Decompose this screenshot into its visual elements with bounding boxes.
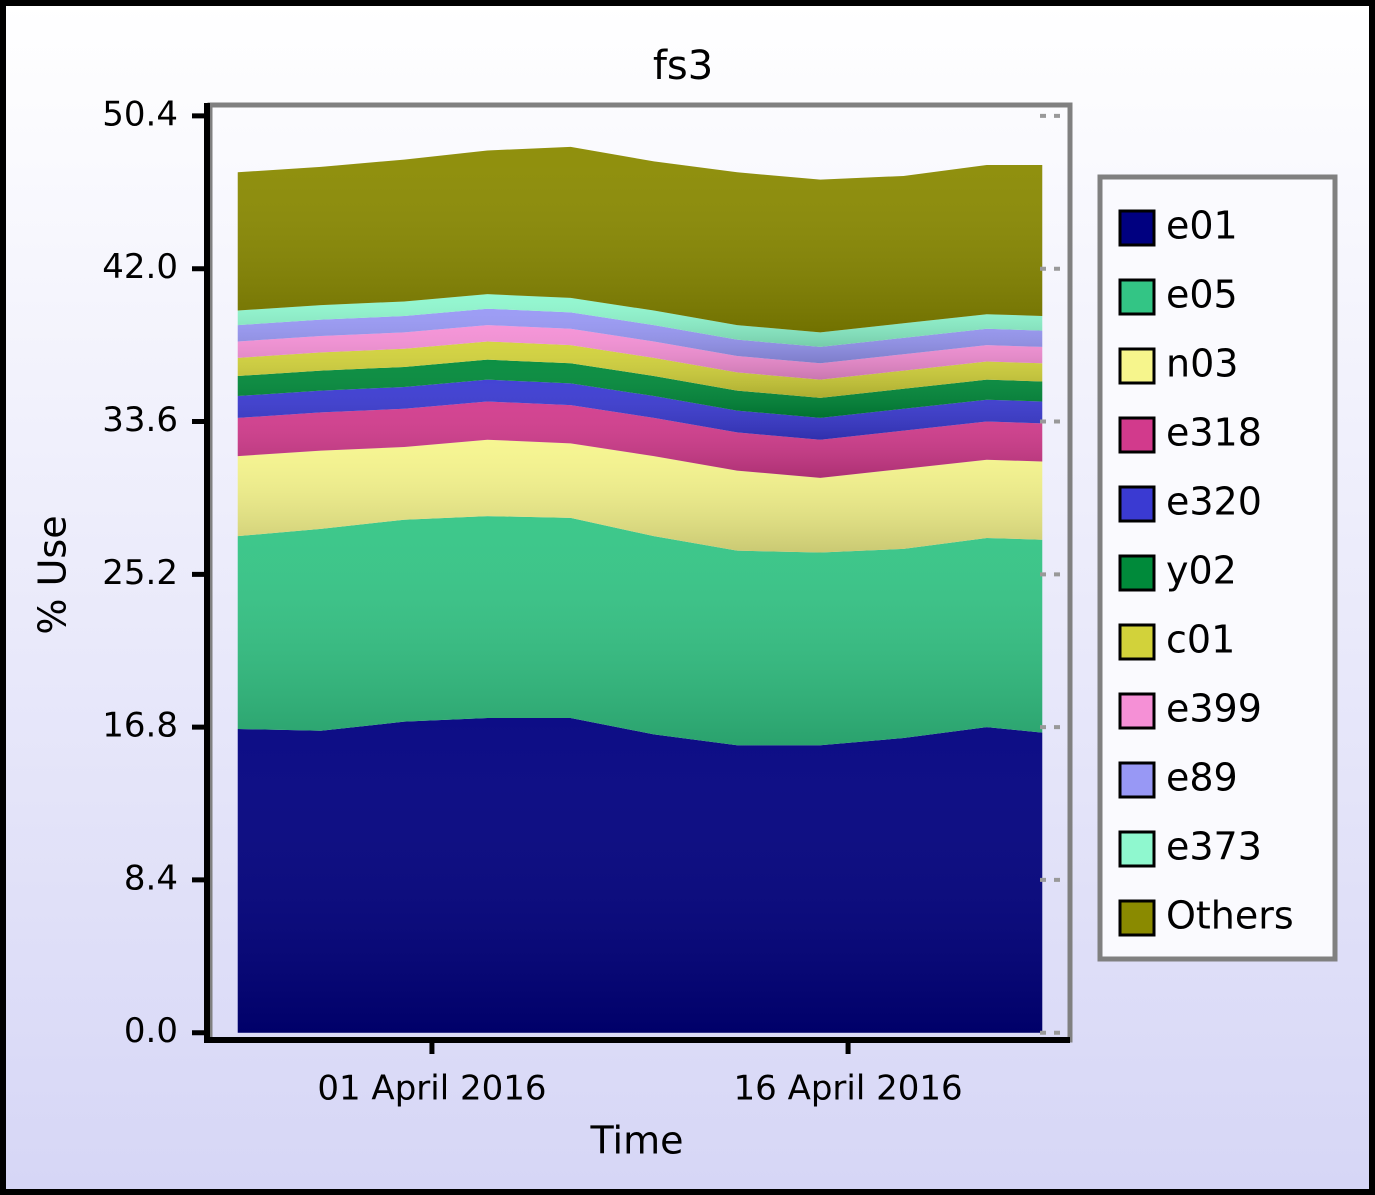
legend-swatch xyxy=(1118,623,1156,661)
y-tick-label: 8.4 xyxy=(124,858,178,898)
chart-title: fs3 xyxy=(653,43,713,89)
legend-label: e320 xyxy=(1166,480,1262,524)
legend-label: e05 xyxy=(1166,273,1238,317)
legend-swatch xyxy=(1118,761,1156,799)
y-tick-label: 0.0 xyxy=(124,1011,178,1051)
legend-label: c01 xyxy=(1166,618,1235,662)
y-tick-label: 33.6 xyxy=(102,400,178,440)
area-shade xyxy=(237,325,1043,380)
legend-label: n03 xyxy=(1166,342,1238,386)
area-shade xyxy=(237,359,1043,418)
area-shade xyxy=(237,379,1043,440)
legend-swatch xyxy=(1118,209,1156,247)
area-shade xyxy=(237,718,1043,1033)
legend-label: e373 xyxy=(1166,825,1262,869)
legend-label: e89 xyxy=(1166,756,1238,800)
legend-swatch xyxy=(1118,278,1156,316)
x-axis-label: Time xyxy=(590,1119,684,1163)
legend-swatch xyxy=(1118,347,1156,385)
legend-swatch xyxy=(1118,830,1156,868)
legend-label: e399 xyxy=(1166,687,1262,731)
x-tick-label: 16 April 2016 xyxy=(734,1069,963,1109)
legend-label: e01 xyxy=(1166,204,1238,248)
legend-swatch xyxy=(1118,554,1156,592)
y-axis-label: % Use xyxy=(31,515,75,634)
area-shade xyxy=(237,516,1043,746)
y-tick-label: 42.0 xyxy=(102,247,178,287)
area-shade xyxy=(237,401,1043,478)
area-shade xyxy=(237,341,1043,398)
area-shade xyxy=(237,294,1043,347)
plot-area: 0.0 8.4 16.8 25.2 33.6 42.0 50.4 01 April 2016 1… xyxy=(102,94,1073,1109)
legend-swatch xyxy=(1118,485,1156,523)
y-tick-label: 50.4 xyxy=(102,94,178,134)
x-tick-label: 01 April 2016 xyxy=(317,1069,546,1109)
area-shade xyxy=(237,439,1043,553)
area-shade xyxy=(237,146,1043,333)
y-tick-label: 16.8 xyxy=(102,706,178,746)
legend-label: e318 xyxy=(1166,411,1262,455)
legend-swatch xyxy=(1118,416,1156,454)
y-tick-label: 25.2 xyxy=(102,553,178,593)
legend: e01 e05 n03 e318 e320 y02 c01 e399 e89 e373 Others xyxy=(1097,174,1338,962)
area-shade xyxy=(237,308,1043,364)
legend-label: Others xyxy=(1166,894,1294,938)
legend-label: y02 xyxy=(1166,549,1237,593)
legend-swatch xyxy=(1118,692,1156,730)
legend-swatch xyxy=(1118,899,1156,937)
